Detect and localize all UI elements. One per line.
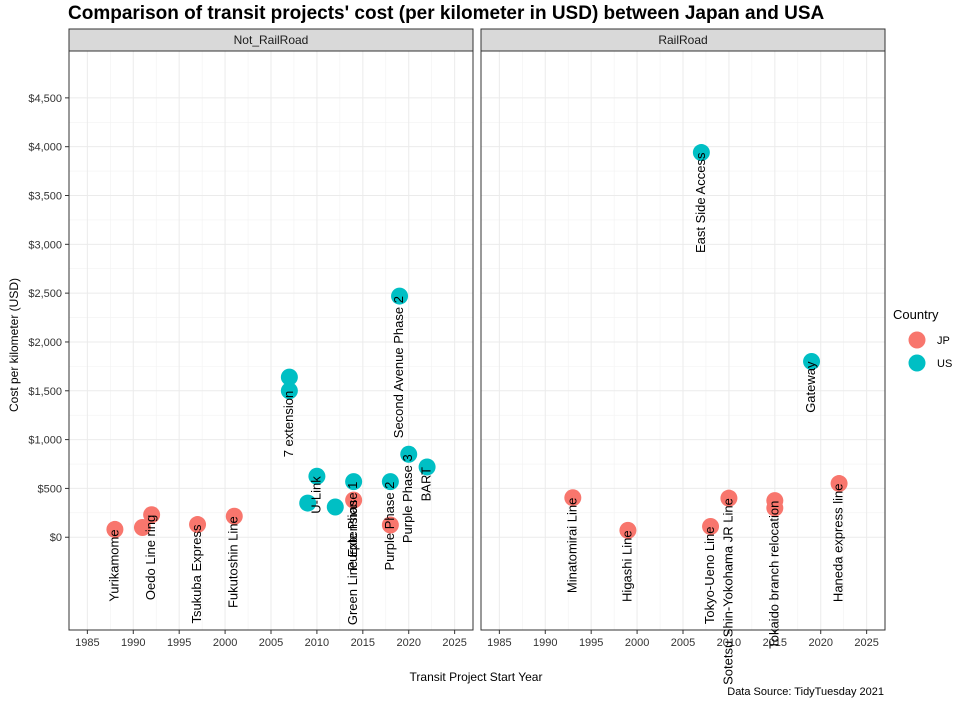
x-tick-label: 1990 (533, 637, 557, 649)
x-tick-label: 2020 (396, 637, 420, 649)
x-tick-label: 1990 (121, 637, 145, 649)
data-point-us (381, 473, 399, 491)
data-point-us (418, 458, 436, 476)
point-label: Tsukuba Express (189, 524, 204, 623)
x-tick-label: 1995 (579, 637, 603, 649)
point-label: 7 extension (281, 391, 296, 458)
data-point-us (299, 494, 317, 512)
panels-layer: Not_RailRoad 1985 1990 1995 2000 2005 2010 2015… (28, 28, 886, 685)
point-label: Purple Phase 2 (382, 482, 397, 571)
data-point-jp (564, 489, 582, 507)
point-label: Yurikamome (106, 529, 121, 601)
x-tick-label: 2025 (442, 637, 466, 649)
y-axis-title: Cost per kilometer (USD) (7, 278, 21, 412)
point-label: Tokyo-Ueno Line (702, 527, 717, 625)
data-point-us (345, 473, 363, 491)
data-point-us (692, 144, 710, 162)
y-tick-label: $4,000 (28, 142, 62, 154)
point-label: Purple Phase 3 (400, 454, 415, 543)
data-point-jp (345, 491, 363, 509)
panel-not-railroad: Not_RailRoad 1985 1990 1995 2000 2005 2010 2015… (28, 28, 474, 649)
data-point-jp (225, 507, 243, 525)
data-point-jp (189, 516, 207, 534)
data-point-jp (143, 506, 161, 524)
data-point-jp (720, 489, 738, 507)
legend-key-jp (908, 331, 926, 349)
y-tick-label: $3,000 (28, 239, 62, 251)
legend-label-us: US (937, 358, 952, 370)
data-point-us (326, 498, 344, 516)
point-label: BART (419, 467, 434, 501)
data-point-us (280, 382, 298, 400)
point-label: Green Line Extension (345, 500, 360, 625)
y-tick-label: $2,500 (28, 288, 62, 300)
data-point-us (280, 368, 298, 386)
x-axis-title: Transit Project Start Year (410, 670, 543, 684)
x-tick-label: 2015 (351, 637, 375, 649)
data-source-caption: Data Source: TidyTuesday 2021 (727, 686, 884, 698)
point-label: Sotetsu Shin-Yokohama JR Line (720, 498, 735, 685)
x-tick-label: 1995 (167, 637, 191, 649)
point-label: East Side Access (693, 152, 708, 253)
legend: Country JP US (893, 307, 952, 372)
data-point-jp (830, 475, 848, 493)
y-tick-label: $1,000 (28, 435, 62, 447)
point-label: Fukutoshin Line (226, 516, 241, 608)
point-label: Haneda express line (831, 484, 846, 603)
y-tick-label: $500 (38, 483, 62, 495)
data-point-us (400, 445, 418, 463)
x-tick-label: 2000 (213, 637, 237, 649)
x-tick-label: 2025 (854, 637, 878, 649)
x-tick-label: 1985 (75, 637, 99, 649)
legend-label-jp: JP (937, 335, 950, 347)
x-tick-label: 1985 (487, 637, 511, 649)
legend-key-us (908, 354, 926, 372)
data-point-jp (619, 521, 637, 539)
data-point-jp (381, 516, 399, 534)
y-tick-label: $0 (50, 532, 62, 544)
y-tick-label: $2,000 (28, 337, 62, 349)
data-point-jp (702, 518, 720, 536)
legend-title: Country (893, 307, 939, 322)
point-label: Gateway (803, 361, 818, 413)
x-tick-label: 2010 (305, 637, 329, 649)
point-label: Purple Phase 1 (345, 482, 360, 571)
data-point-jp (106, 520, 124, 538)
panel-railroad: RailRoad 1985 1990 1995 2000 2005 2010 2015 2020… (480, 28, 886, 685)
point-label: Minatomirai Line (564, 498, 579, 593)
x-tick-label: 2010 (717, 637, 741, 649)
x-tick-label: 2015 (763, 637, 787, 649)
y-tick-label: $3,500 (28, 191, 62, 203)
chart-title: Comparison of transit projects' cost (pe… (68, 3, 824, 24)
data-point-jp (766, 499, 784, 517)
y-tick-label: $1,500 (28, 386, 62, 398)
facet-strip-label: Not_RailRoad (234, 33, 309, 47)
data-point-us (391, 287, 409, 305)
facet-strip-label: RailRoad (658, 33, 707, 47)
x-tick-label: 2005 (671, 637, 695, 649)
y-tick-label: $4,500 (28, 93, 62, 105)
point-label: Higashi Line (619, 530, 634, 602)
data-point-jp (133, 518, 151, 536)
data-point-us (308, 467, 326, 485)
x-tick-label: 2000 (625, 637, 649, 649)
point-label: Oedo Line ring (143, 515, 158, 600)
data-point-us (803, 352, 821, 370)
point-label: U-Link (308, 476, 323, 514)
x-tick-label: 2005 (259, 637, 283, 649)
x-tick-label: 2020 (808, 637, 832, 649)
point-label: Second Avenue Phase 2 (391, 296, 406, 438)
point-label: Tokaido branch relocation (766, 501, 781, 649)
